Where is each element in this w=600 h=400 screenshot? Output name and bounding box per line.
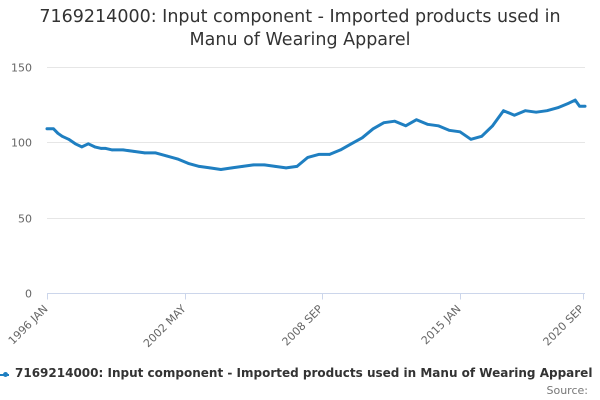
data-point [480, 135, 484, 138]
x-tick-label-4: 2020 SEP [541, 302, 587, 348]
data-point [567, 101, 570, 105]
data-point [328, 153, 331, 156]
data-point [295, 165, 299, 168]
data-point [252, 163, 255, 167]
x-tick-label-2: 2008 SEP [280, 302, 326, 348]
x-tick-label-1: 2002 MAY [141, 302, 189, 350]
data-point [502, 109, 505, 112]
data-point [426, 123, 429, 126]
grid-lines [47, 67, 585, 219]
chart-title-line-1: 7169214000: Input component - Imported p… [39, 7, 561, 27]
data-point [556, 106, 560, 109]
data-point [154, 151, 157, 155]
legend-marker-icon [3, 372, 8, 377]
data-point [583, 104, 587, 108]
data-point [230, 166, 234, 170]
data-point [469, 138, 473, 141]
data-point [458, 130, 462, 134]
data-point [393, 119, 397, 123]
data-point [513, 113, 516, 117]
data-point [317, 153, 321, 156]
data-point [534, 110, 538, 114]
data-point [45, 127, 49, 131]
data-point [132, 150, 136, 153]
data-point [121, 148, 125, 152]
data-point [273, 165, 277, 168]
source-credit: Source: [546, 384, 589, 397]
data-point [263, 163, 266, 167]
data-point [52, 127, 55, 131]
y-tick-label-100: 100 [11, 137, 32, 150]
data-point [306, 156, 310, 159]
chart-title: 7169214000: Input component - Imported p… [0, 6, 600, 52]
data-point [56, 132, 60, 135]
data-point [143, 151, 147, 155]
x-tick-label-3: 2015 JAN [419, 302, 464, 347]
data-point [60, 135, 64, 138]
data-point [208, 166, 212, 170]
data-point [339, 148, 342, 152]
data-point [523, 109, 527, 112]
x-tick-label-0: 1996 JAN [6, 302, 51, 347]
x-axis: 1996 JAN 2002 MAY 2008 SEP 2015 JAN 2020 SEP [6, 293, 587, 350]
data-point [176, 157, 179, 161]
data-point [110, 148, 114, 152]
data-point [219, 168, 223, 171]
data-point [437, 124, 440, 128]
data-point [382, 121, 386, 124]
y-tick-label-0: 0 [25, 288, 32, 301]
data-point [93, 145, 97, 149]
data-point [104, 147, 107, 150]
data-point [87, 142, 90, 146]
data-point [100, 147, 103, 150]
data-point [67, 138, 70, 141]
data-point [491, 124, 494, 128]
y-tick-label-50: 50 [18, 213, 32, 226]
data-point [350, 142, 353, 146]
chart-title-line-2: Manu of Wearing Apparel [189, 30, 411, 50]
y-axis: 0 50 100 150 [11, 62, 32, 301]
data-point [447, 129, 451, 132]
data-point [360, 136, 364, 140]
data-point [573, 98, 577, 102]
data-point [80, 145, 84, 149]
legend-label[interactable]: 7169214000: Input component - Imported p… [15, 366, 593, 380]
data-point [74, 142, 77, 146]
data-point [415, 118, 418, 121]
data-point [187, 162, 190, 165]
data-point [545, 109, 549, 112]
data-point [165, 154, 168, 158]
data-point [578, 104, 581, 108]
legend[interactable]: 7169214000: Input component - Imported p… [0, 366, 600, 384]
y-tick-label-150: 150 [11, 62, 32, 75]
data-point [371, 127, 375, 131]
data-point [197, 165, 201, 168]
data-point [241, 165, 244, 168]
data-point [404, 124, 408, 128]
series-group [45, 98, 587, 171]
data-point [284, 166, 288, 170]
